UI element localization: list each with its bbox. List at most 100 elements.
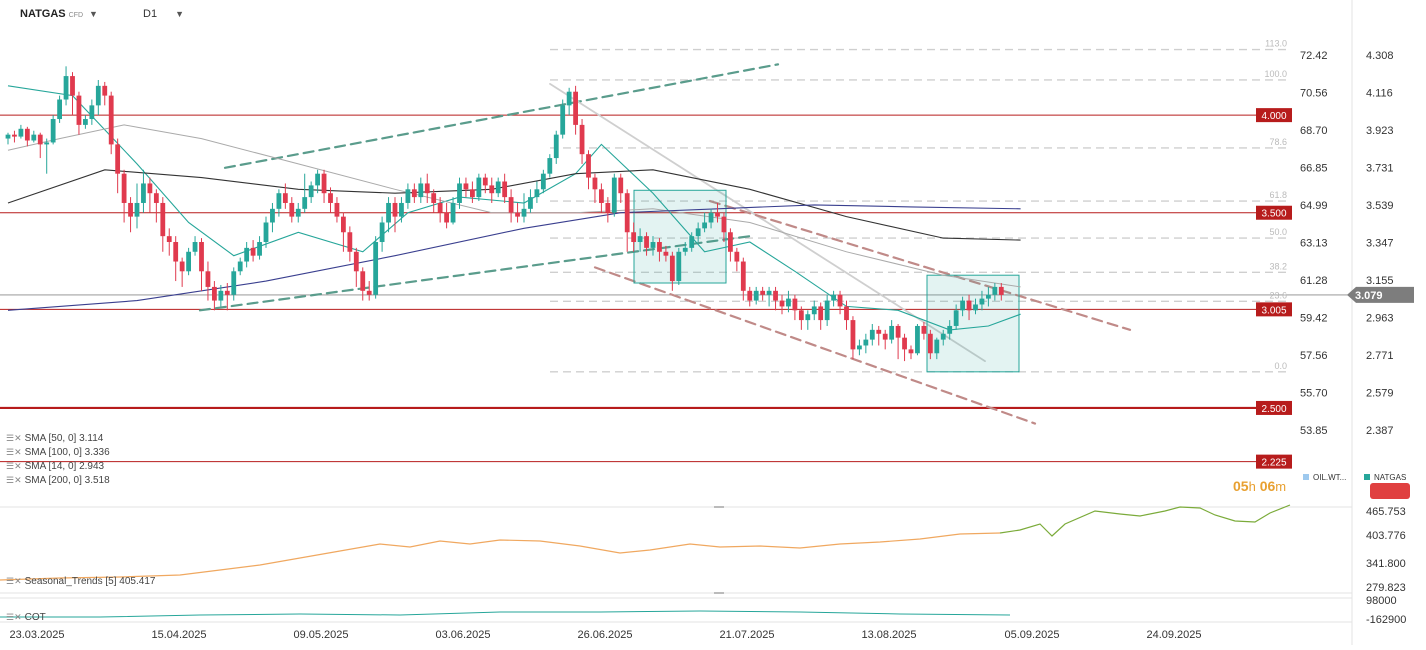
candle-body: [947, 325, 953, 334]
candle-body: [586, 154, 591, 178]
panel-resize-handle: [714, 592, 724, 594]
candle-body: [495, 181, 501, 194]
trend-line: [549, 82, 986, 362]
candle-body: [12, 134, 17, 137]
candle-body: [379, 222, 385, 243]
candle-body: [844, 306, 849, 321]
y-tick-label: 4.308: [1366, 50, 1394, 62]
y-tick-label: 2.771: [1366, 350, 1394, 362]
indicator-label: SMA [50, 0] 3.114: [24, 433, 104, 444]
instrument-label: NATGAS: [1374, 473, 1407, 482]
settings-list-icon[interactable]: ☰✕: [6, 576, 22, 586]
candle-body: [534, 189, 540, 198]
x-tick-label: 13.08.2025: [861, 629, 916, 641]
level-tag-label: 2.500: [1261, 404, 1286, 415]
y-tick-label: 3.923: [1366, 125, 1394, 137]
candle-body: [134, 202, 140, 217]
trend-drawings[interactable]: [198, 63, 1132, 425]
settings-list-icon[interactable]: ☰✕: [6, 461, 22, 471]
cot-y-tick: 98000: [1366, 595, 1397, 607]
seasonal-y-tick: 465.753: [1366, 506, 1406, 518]
settings-list-icon[interactable]: ☰✕: [6, 475, 22, 485]
candle-body: [547, 158, 553, 174]
candle-body: [811, 306, 817, 315]
candle-body: [289, 202, 295, 217]
indicator-legend-sma14[interactable]: ☰✕ SMA [14, 0] 2.943: [6, 461, 104, 472]
candle-body: [611, 177, 617, 213]
symbol-selector[interactable]: NATGAS CFD ▼: [20, 8, 98, 20]
chevron-down-icon: ▼: [89, 9, 98, 19]
candle-body: [747, 290, 753, 301]
candle-body: [889, 325, 895, 340]
sell-button[interactable]: [1370, 483, 1410, 499]
candle-body: [360, 271, 366, 291]
candle-body: [237, 261, 243, 272]
x-tick-label: 21.07.2025: [719, 629, 774, 641]
y-tick-label: 3.731: [1366, 163, 1394, 175]
fib-axis-label: 64.99: [1300, 200, 1328, 212]
fib-axis-label: 57.56: [1300, 350, 1328, 362]
instrument-oil[interactable]: OIL.WT...: [1303, 473, 1346, 482]
indicator-legend-sma50[interactable]: ☰✕ SMA [50, 0] 3.114: [6, 433, 103, 444]
candle-body: [508, 197, 514, 213]
candle-body: [95, 85, 101, 106]
candle-body: [399, 202, 404, 217]
trend-line: [593, 266, 1037, 425]
candle-body: [728, 232, 733, 252]
candle-body: [979, 298, 985, 305]
candle-body: [760, 290, 766, 295]
candle-body: [676, 251, 682, 282]
y-tick-label: 2.579: [1366, 388, 1394, 400]
color-swatch: [1303, 474, 1309, 480]
last-price-label: 3.079: [1355, 290, 1383, 302]
color-swatch: [1364, 474, 1370, 480]
candle-body: [476, 177, 482, 198]
x-tick-label: 24.09.2025: [1146, 629, 1201, 641]
seasonal-legend[interactable]: ☰✕ Seasonal_Trends [5] 405.417: [6, 576, 155, 587]
chevron-down-icon: ▼: [175, 9, 184, 19]
y-tick-label: 4.116: [1366, 87, 1393, 99]
candle-body: [44, 142, 50, 145]
settings-list-icon[interactable]: ☰✕: [6, 433, 22, 443]
candle-body: [263, 222, 269, 243]
candle-body: [218, 290, 224, 301]
candle-body: [76, 95, 82, 125]
y-tick-label: 3.539: [1366, 200, 1394, 212]
symbol-tag: CFD: [68, 12, 84, 19]
fib-axis-label: 63.13: [1300, 238, 1328, 250]
candle-body: [540, 173, 546, 190]
fib-label: 100.0: [1264, 69, 1287, 79]
candle-body: [457, 183, 462, 203]
instrument-natgas[interactable]: NATGAS: [1364, 473, 1406, 482]
settings-list-icon[interactable]: ☰✕: [6, 612, 22, 622]
indicator-legend-sma100[interactable]: ☰✕ SMA [100, 0] 3.336: [6, 447, 110, 458]
timeframe-selector[interactable]: D1 ▼: [143, 8, 184, 20]
indicator-legend-sma200[interactable]: ☰✕ SMA [200, 0] 3.518: [6, 475, 110, 486]
candle-body: [224, 290, 230, 295]
candle-body: [392, 202, 398, 217]
candle-body: [341, 216, 346, 233]
candle-body: [244, 247, 250, 262]
candle-body: [605, 202, 611, 213]
cot-legend[interactable]: ☰✕ COT: [6, 612, 46, 623]
candle-body: [321, 173, 327, 194]
candle-body: [50, 119, 56, 143]
fib-axis-label: 55.70: [1300, 388, 1328, 400]
fib-label: 0.0: [1274, 361, 1287, 371]
candle-body: [960, 300, 965, 311]
instrument-label: OIL.WT...: [1313, 473, 1347, 482]
sma-line: [7, 85, 1021, 331]
candle-body: [179, 261, 185, 272]
candle-body: [315, 173, 320, 186]
candle-body: [295, 208, 301, 217]
candle-body: [70, 76, 75, 96]
indicator-label: SMA [200, 0] 3.518: [24, 475, 110, 486]
candle-countdown: 05h 06m: [1233, 478, 1287, 494]
settings-list-icon[interactable]: ☰✕: [6, 447, 22, 457]
y-tick-label: 2.387: [1366, 425, 1394, 437]
candle-body: [766, 290, 772, 295]
candle-body: [173, 242, 179, 262]
candle-body: [740, 261, 746, 291]
candle-body: [373, 242, 379, 295]
